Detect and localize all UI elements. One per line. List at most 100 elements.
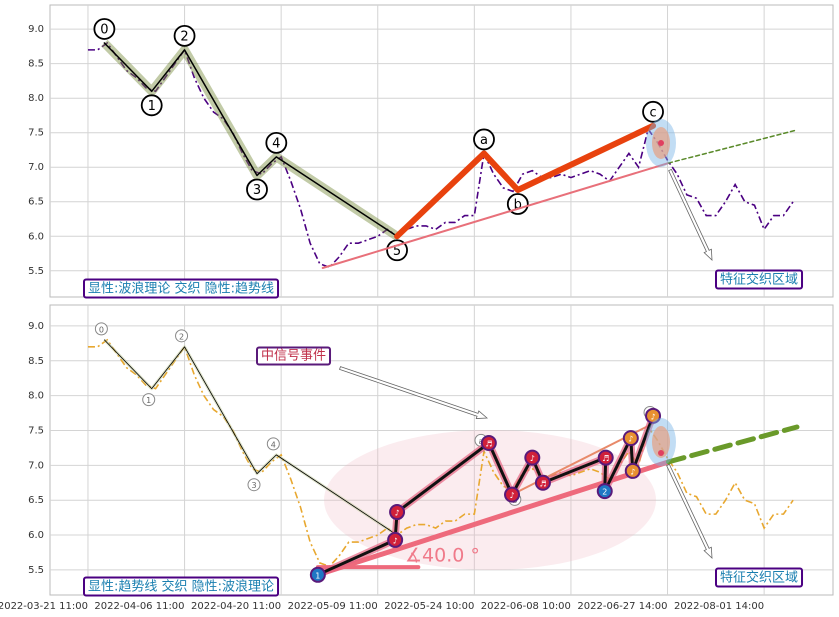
annotation-box xyxy=(715,567,804,588)
annotation-box xyxy=(83,576,280,597)
signal-node xyxy=(596,483,613,500)
line xyxy=(103,339,398,536)
x-tick-label: 2022-05-24 10:00 xyxy=(384,601,474,612)
wave-label-circle xyxy=(93,18,116,40)
y-tick-label: 6.0 xyxy=(28,231,44,242)
zone-dot xyxy=(658,140,664,146)
wave-label: b xyxy=(514,198,522,213)
highlight-zone xyxy=(324,430,656,570)
x-tick-label: 2022-04-06 11:00 xyxy=(94,601,184,612)
wave-label: 0 xyxy=(100,22,108,37)
signal-node xyxy=(524,449,541,466)
signal-node xyxy=(480,435,497,452)
y-tick-label: 5.5 xyxy=(28,565,44,576)
annotation-box xyxy=(83,278,280,299)
wave-label: 0 xyxy=(99,325,104,334)
y-tick-label: 8.5 xyxy=(28,356,44,367)
wave-label-circle xyxy=(173,24,196,47)
y-tick-label: 8.0 xyxy=(28,391,44,402)
y-tick-label: 7.0 xyxy=(28,162,44,173)
annotation: 显性:趋势线 交织 隐性:波浪理论 xyxy=(88,579,274,595)
signal-node xyxy=(597,449,614,466)
x-tick-label: 2022-06-27 14:00 xyxy=(577,601,667,612)
wave-label-circle xyxy=(642,100,664,123)
wave-label-circle xyxy=(140,94,163,117)
annotation: 显性:波浪理论 交织 隐性:趋势线 xyxy=(88,281,274,297)
wave-label: 4 xyxy=(272,136,280,151)
line xyxy=(321,162,670,270)
y-tick-label: 8.5 xyxy=(28,59,44,70)
line xyxy=(667,129,798,164)
wave-label-circle xyxy=(265,131,288,154)
wave-label-circle xyxy=(142,393,156,407)
y-tick-label: 8.0 xyxy=(28,93,44,104)
wave-label: 1 xyxy=(148,99,156,114)
signal-label: ♬ xyxy=(539,479,546,488)
signal-node xyxy=(624,462,641,479)
wave-label: a xyxy=(480,133,488,148)
signal-label: 2 xyxy=(602,488,607,497)
angle-label: ∡40.0 ° xyxy=(405,545,480,567)
arrow xyxy=(668,168,713,261)
signal-label: ♪ xyxy=(395,509,400,518)
wave-label-circle xyxy=(473,128,495,151)
y-tick-label: 9.0 xyxy=(28,321,44,332)
zone-inner xyxy=(652,426,670,458)
x-tick-label: 2022-08-01 14:00 xyxy=(674,601,764,612)
signal-node xyxy=(309,566,326,583)
signal-label: ♬ xyxy=(602,454,609,463)
wave-label: 2 xyxy=(180,29,188,44)
y-tick-label: 5.5 xyxy=(28,266,44,277)
signal-label: ♪ xyxy=(630,467,635,476)
signal-label: ♪ xyxy=(628,435,633,444)
wave-label: c xyxy=(649,105,656,120)
y-tick-label: 6.0 xyxy=(28,530,44,541)
plot-area xyxy=(49,4,834,298)
annotation-box xyxy=(256,346,332,366)
wave-label: 1 xyxy=(146,396,151,405)
wave-label: 2 xyxy=(179,332,184,341)
signal-node xyxy=(534,474,551,491)
arrow xyxy=(666,463,713,559)
y-tick-label: 6.5 xyxy=(28,495,44,506)
y-tick-label: 7.5 xyxy=(28,425,44,436)
y-tick-label: 6.5 xyxy=(28,197,44,208)
line xyxy=(103,42,398,238)
y-tick-label: 9.0 xyxy=(28,24,44,35)
y-tick-label: 7.5 xyxy=(28,128,44,139)
arrow xyxy=(339,366,489,419)
line xyxy=(394,122,657,240)
annotation: 中信号事件 xyxy=(261,349,326,364)
wave-label: 3 xyxy=(253,183,261,198)
signal-node xyxy=(645,407,662,424)
zone-dot xyxy=(658,450,664,456)
wave-label-circle xyxy=(386,239,408,262)
wave-label-circle xyxy=(266,437,280,451)
wave-label-circle xyxy=(246,178,268,201)
wave-label-circle xyxy=(247,478,261,492)
signal-label: ♪ xyxy=(509,491,514,500)
annotation-box xyxy=(715,269,804,290)
signal-label: ♪ xyxy=(650,412,655,421)
wave-label: 5 xyxy=(393,244,401,259)
x-tick-label: 2022-06-08 10:00 xyxy=(481,601,571,612)
annotation: 特征交织区域 xyxy=(720,272,798,288)
signal-node xyxy=(504,486,521,503)
wave-label: 4 xyxy=(271,440,276,449)
signal-node xyxy=(389,504,406,521)
x-tick-label: 2022-03-21 11:00 xyxy=(0,601,88,612)
wave-label: 3 xyxy=(251,481,256,490)
annotation: 特征交织区域 xyxy=(720,570,798,586)
x-tick-label: 2022-04-20 11:00 xyxy=(191,601,281,612)
line xyxy=(665,424,800,465)
signal-node xyxy=(387,531,404,548)
signal-label: ♪ xyxy=(530,454,535,463)
x-tick-label: 2022-05-09 11:00 xyxy=(288,601,378,612)
signal-label: 1 xyxy=(315,571,320,580)
signal-label: ♬ xyxy=(485,440,492,449)
price-line xyxy=(87,338,794,568)
wave-label-circle xyxy=(175,329,189,343)
y-tick-label: 7.0 xyxy=(28,460,44,471)
wave-label-circle xyxy=(94,322,108,336)
